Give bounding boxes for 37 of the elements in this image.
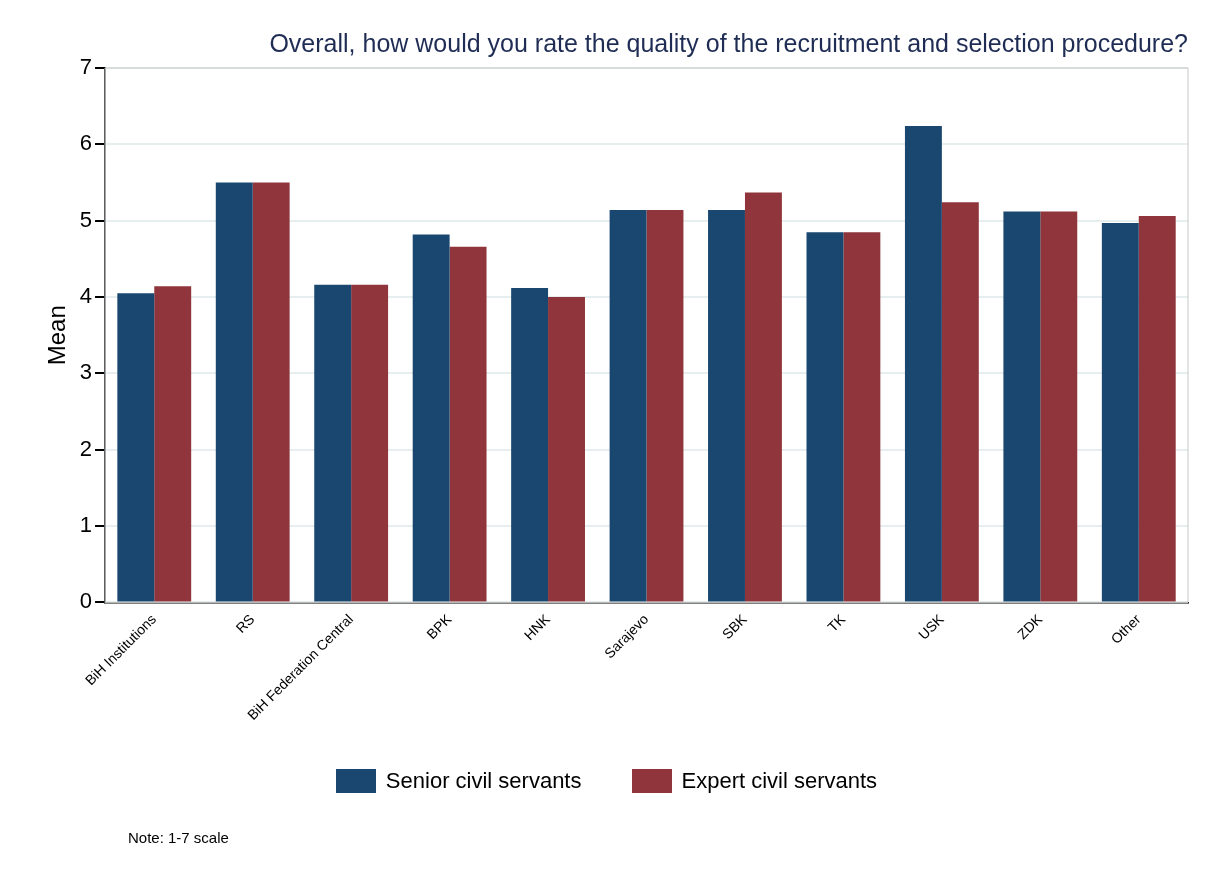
- legend-label: Expert civil servants: [681, 768, 878, 794]
- x-tick-label: RS: [232, 610, 258, 636]
- text: Note: 1-7 scale: [128, 829, 229, 846]
- y-tick-label: 5: [79, 206, 93, 232]
- bar: [511, 287, 549, 602]
- bar: [843, 232, 881, 602]
- y-tick-label: 1: [79, 512, 93, 538]
- bar: [412, 234, 450, 602]
- y-tick-label: 0: [79, 588, 93, 614]
- bar: [904, 126, 942, 602]
- y-axis-title: Mean: [43, 305, 71, 366]
- bar: [744, 192, 782, 602]
- y-tick-label: 2: [79, 435, 93, 461]
- x-tick-label: TK: [824, 610, 849, 635]
- bar: [1101, 222, 1139, 602]
- chart-title: Overall, how would you rate the quality of the recruitment and selection procedure?: [269, 28, 1188, 57]
- bar: [1040, 211, 1078, 602]
- y-tick-label: 4: [79, 283, 93, 309]
- bar: [117, 293, 155, 602]
- legend-label: Senior civil servants: [385, 768, 582, 794]
- y-tick-label: 7: [79, 54, 93, 80]
- bar: [215, 182, 253, 602]
- y-tick-label: 6: [79, 130, 93, 156]
- bar: [806, 232, 844, 602]
- bar: [646, 210, 684, 602]
- y-tick-label: 3: [79, 359, 93, 385]
- bar: [941, 202, 979, 602]
- bar: [708, 210, 745, 602]
- bar: [154, 286, 192, 602]
- bar: [351, 284, 389, 602]
- bar: [1003, 211, 1041, 602]
- bar: [449, 246, 487, 602]
- bar: [252, 182, 290, 602]
- bar: [1138, 216, 1176, 602]
- bar: [314, 284, 352, 602]
- bar: [548, 297, 585, 602]
- bar: [609, 210, 647, 602]
